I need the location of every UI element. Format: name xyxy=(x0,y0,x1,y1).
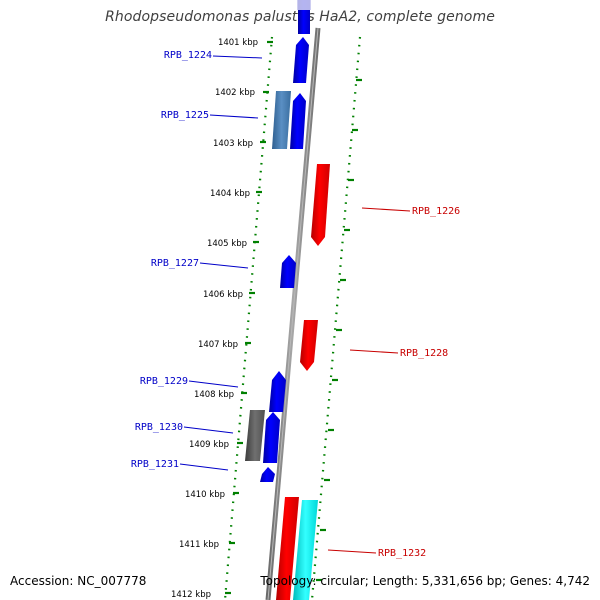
gene-label-rpb-1228[interactable]: RPB_1228 xyxy=(400,348,448,359)
kbp-label: 1405 kbp xyxy=(207,239,247,249)
gene-rpb-1232[interactable] xyxy=(276,497,299,600)
callout-line-rpb-1231 xyxy=(179,463,229,471)
gene-label-rpb-1232[interactable]: RPB_1232 xyxy=(378,548,426,559)
genome-summary-text: Topology: circular; Length: 5,331,656 bp… xyxy=(260,574,590,588)
gene-rpb-1231[interactable] xyxy=(260,467,275,482)
kbp-label: 1412 kbp xyxy=(171,590,211,600)
gene-label-rpb-1225[interactable]: RPB_1225 xyxy=(161,110,209,121)
gene-label-rpb-1224[interactable]: RPB_1224 xyxy=(164,50,212,61)
kbp-label: 1403 kbp xyxy=(213,139,253,149)
callout-line-rpb-1225 xyxy=(209,114,259,119)
gene-label-rpb-1227[interactable]: RPB_1227 xyxy=(151,258,199,269)
gene-rpb-1230-neighbor[interactable] xyxy=(245,410,265,461)
left-tick-marks xyxy=(225,40,273,595)
callout-line-rpb-1230 xyxy=(183,426,234,434)
gene-rpb-1228[interactable] xyxy=(300,320,318,371)
gene-rpb-1230[interactable] xyxy=(263,412,280,463)
gene-rpb-1225-neighbor[interactable] xyxy=(272,91,291,149)
gene-rpb-1224[interactable] xyxy=(293,37,309,83)
gene-rpb-1226[interactable] xyxy=(311,164,330,246)
gene-label-rpb-1230[interactable]: RPB_1230 xyxy=(135,422,183,433)
genome-backbone-highlight xyxy=(267,27,319,600)
gene-label-rpb-1231[interactable]: RPB_1231 xyxy=(131,459,179,470)
callout-line-rpb-1224 xyxy=(212,55,263,59)
kbp-label: 1410 kbp xyxy=(185,490,225,500)
callout-lines xyxy=(179,55,411,554)
gene-rpb-1229[interactable] xyxy=(269,371,286,412)
gene-label-rpb-1226[interactable]: RPB_1226 xyxy=(412,206,460,217)
callout-line-rpb-1227 xyxy=(199,262,249,269)
right-tick-marks xyxy=(316,78,362,582)
gene-rpb-1232-neighbor[interactable] xyxy=(293,500,318,600)
kbp-label: 1411 kbp xyxy=(179,540,219,550)
accession-text: Accession: NC_007778 xyxy=(10,574,147,588)
callout-line-rpb-1232 xyxy=(327,549,377,554)
gene-top-partial-highlight xyxy=(297,0,311,10)
gene-label-rpb-1229[interactable]: RPB_1229 xyxy=(140,376,188,387)
callout-line-rpb-1229 xyxy=(188,380,239,388)
left-dotted-track xyxy=(223,36,274,600)
kbp-label: 1407 kbp xyxy=(198,340,238,350)
callout-line-rpb-1226 xyxy=(361,207,411,212)
kbp-label: 1406 kbp xyxy=(203,290,243,300)
right-dotted-track xyxy=(310,36,362,600)
kbp-label: 1409 kbp xyxy=(189,440,229,450)
gene-rpb-1227[interactable] xyxy=(280,255,296,288)
callout-line-rpb-1228 xyxy=(349,349,399,354)
kbp-label: 1404 kbp xyxy=(210,189,250,199)
kbp-label: 1401 kbp xyxy=(218,38,258,48)
kbp-label: 1408 kbp xyxy=(194,390,234,400)
kbp-label: 1402 kbp xyxy=(215,88,255,98)
kbp-labels: 1401 kbp 1402 kbp 1403 kbp 1404 kbp 1405… xyxy=(171,38,258,600)
gene-rpb-1225[interactable] xyxy=(290,93,306,149)
